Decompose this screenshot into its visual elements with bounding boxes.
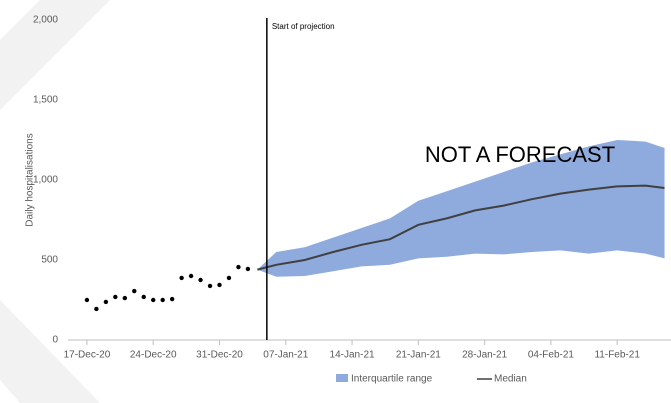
y-tick-label: 2,000: [33, 15, 58, 26]
observed-point: [141, 294, 146, 300]
x-tick-label: 07-Jan-21: [263, 350, 308, 361]
legend-label: Median: [494, 374, 527, 385]
y-tick-label: 0: [52, 335, 58, 346]
observed-point: [207, 283, 213, 289]
x-tick-label: 24-Dec-20: [130, 350, 177, 361]
x-tick-label: 04-Feb-21: [528, 350, 575, 361]
observed-point: [103, 299, 109, 305]
background-shape: [0, 0, 110, 110]
background-shape: [0, 300, 100, 403]
observed-point: [169, 296, 175, 302]
x-tick-label: 17-Dec-20: [64, 350, 111, 361]
x-tick-label: 21-Jan-21: [396, 350, 441, 361]
y-axis-label: Daily hospitalisations: [25, 133, 36, 226]
x-tick-label: 31-Dec-20: [196, 350, 243, 361]
observed-point: [236, 264, 241, 270]
observed-point: [113, 294, 118, 300]
observed-point: [160, 297, 165, 303]
median-line: [257, 184, 665, 271]
y-tick-label: 1,500: [33, 95, 58, 106]
iqr-band: [257, 140, 665, 277]
x-tick-label: 11-Feb-21: [594, 350, 640, 361]
annotation: NOT A FORECAST: [425, 142, 615, 167]
observed-point: [217, 282, 222, 288]
observed-point: [198, 277, 203, 283]
legend-label: Interquartile range: [351, 374, 433, 385]
y-tick-label: 500: [41, 255, 58, 266]
observed-point: [188, 273, 194, 279]
observed-point: [122, 295, 128, 301]
x-tick-label: 28-Jan-21: [462, 350, 507, 361]
observed-point: [226, 275, 232, 281]
observed-point: [245, 266, 251, 272]
x-tick-label: 14-Jan-21: [330, 350, 375, 361]
observed-point: [94, 306, 99, 312]
observed-point: [84, 297, 90, 303]
y-tick-label: 1,000: [33, 175, 58, 186]
observed-point: [132, 288, 137, 294]
annotation: Start of projection: [272, 22, 335, 31]
legend-swatch: [336, 374, 348, 382]
observed-point: [151, 297, 156, 303]
plot-area: [68, 18, 671, 345]
observed-point: [179, 275, 184, 281]
